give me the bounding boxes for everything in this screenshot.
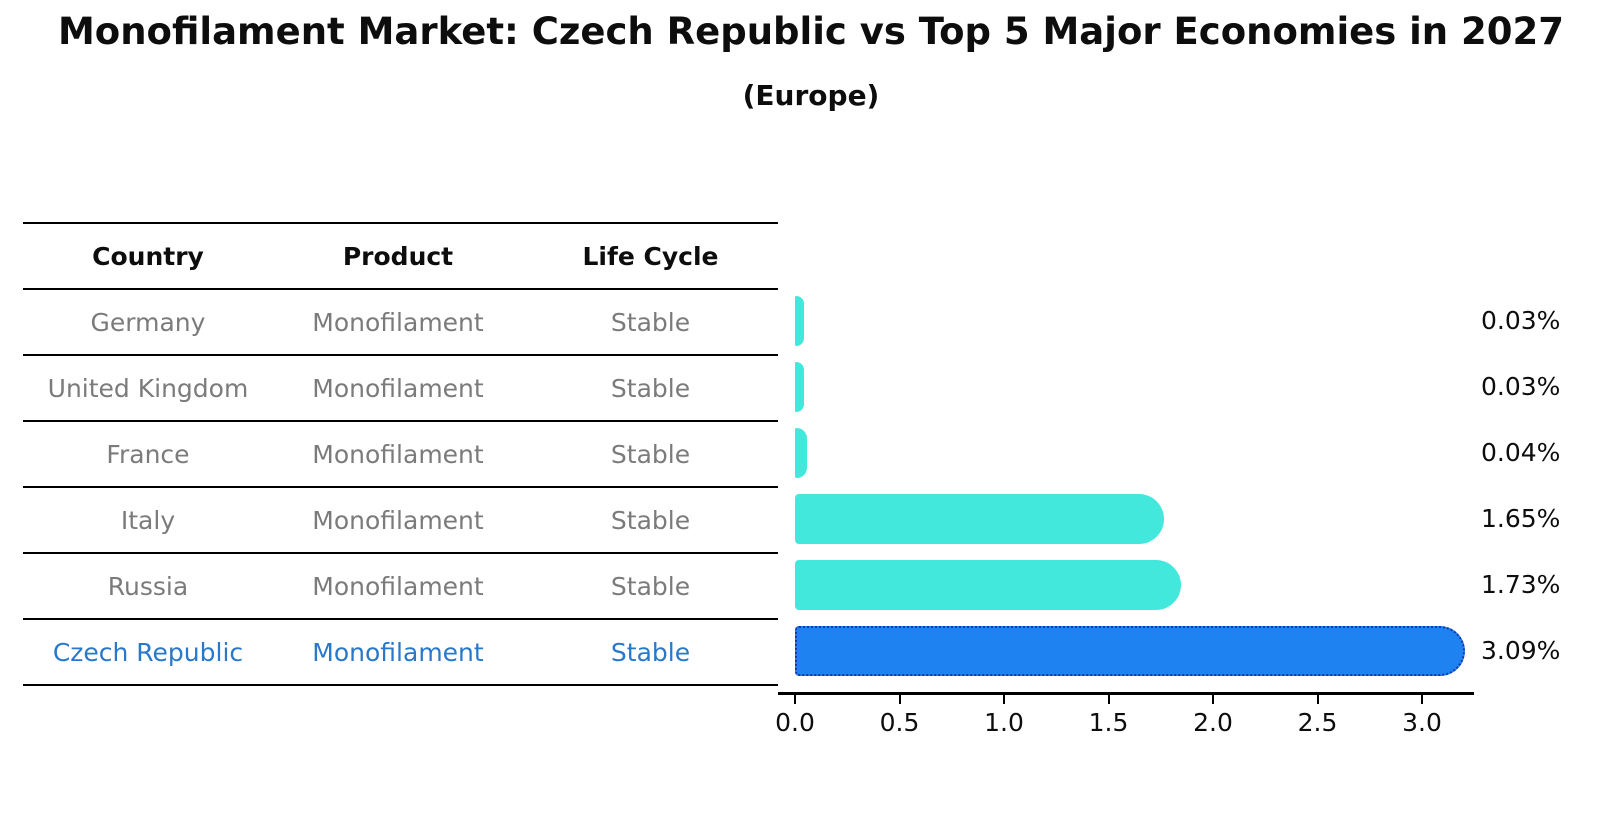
cell-country: Germany: [90, 307, 206, 337]
value-label: 0.03%: [1481, 372, 1561, 401]
table-row: France Monofilament Stable: [23, 422, 778, 488]
bar-czech-republic: [795, 626, 1465, 676]
table-row: Germany Monofilament Stable: [23, 290, 778, 356]
value-label: 0.03%: [1481, 306, 1561, 335]
cell-country: France: [106, 439, 190, 469]
cell-life-cycle: Stable: [610, 307, 691, 337]
cell-product: Monofilament: [312, 307, 484, 337]
bar-row: [795, 618, 1495, 684]
cell-product: Monofilament: [312, 571, 484, 601]
value-label: 1.65%: [1481, 504, 1561, 533]
cell-life-cycle: Stable: [610, 571, 691, 601]
cell-country: Russia: [107, 571, 189, 601]
bar-row: [795, 486, 1495, 552]
column-header-life-cycle: Life Cycle: [582, 241, 719, 271]
x-tick-label: 2.0: [1193, 708, 1233, 737]
cell-product: Monofilament: [312, 637, 484, 667]
column-header-product: Product: [342, 241, 454, 271]
x-tick-mark: [898, 695, 901, 704]
cell-country: Czech Republic: [52, 637, 244, 667]
table-header-row: Country Product Life Cycle: [23, 224, 778, 290]
x-tick-mark: [1003, 695, 1005, 704]
bar-france: [795, 428, 807, 478]
x-tick-mark: [794, 695, 796, 704]
cell-life-cycle: Stable: [610, 439, 691, 469]
table-row: Italy Monofilament Stable: [23, 488, 778, 554]
column-header-country: Country: [92, 241, 204, 271]
bar-row: [795, 552, 1495, 618]
cell-life-cycle: Stable: [610, 637, 691, 667]
value-label-column: 0.03% 0.03% 0.04% 1.65% 1.73% 3.09%: [1481, 288, 1560, 684]
cell-product: Monofilament: [312, 373, 484, 403]
x-tick-mark: [1316, 695, 1319, 704]
x-tick-label: 1.0: [984, 708, 1024, 737]
cell-product: Monofilament: [312, 505, 484, 535]
bar-russia: [795, 560, 1181, 610]
cell-product: Monofilament: [312, 439, 484, 469]
table-row-highlighted: Czech Republic Monofilament Stable: [23, 620, 778, 686]
cell-life-cycle: Stable: [610, 373, 691, 403]
bar-plot-area: [795, 288, 1495, 684]
chart-subtitle: (Europe): [742, 79, 880, 112]
x-tick-label: 0.0: [775, 708, 815, 737]
x-tick-label: 2.5: [1297, 708, 1338, 737]
country-table: Country Product Life Cycle Germany Monof…: [23, 222, 778, 686]
table-row: Russia Monofilament Stable: [23, 554, 778, 620]
value-label: 3.09%: [1481, 636, 1561, 665]
x-tick-label: 3.0: [1402, 708, 1442, 737]
value-label: 0.04%: [1481, 438, 1561, 467]
cell-country: Italy: [120, 505, 176, 535]
x-tick-label: 1.5: [1088, 708, 1129, 737]
table-row: United Kingdom Monofilament Stable: [23, 356, 778, 422]
x-tick-mark: [1421, 695, 1423, 704]
x-axis-line: [778, 692, 1474, 695]
bar-italy: [795, 494, 1164, 544]
bar-row: [795, 420, 1495, 486]
cell-life-cycle: Stable: [610, 505, 691, 535]
bar-row: [795, 354, 1495, 420]
bar-germany: [795, 296, 804, 346]
bar-row: [795, 288, 1495, 354]
value-label: 1.73%: [1481, 570, 1561, 599]
chart-title: Monofilament Market: Czech Republic vs T…: [57, 10, 1565, 53]
x-tick-label: 0.5: [879, 708, 920, 737]
bar-united-kingdom: [795, 362, 804, 412]
x-tick-mark: [1107, 695, 1110, 704]
x-tick-mark: [1212, 695, 1214, 704]
cell-country: United Kingdom: [47, 373, 249, 403]
x-axis-ticks: 0.0 0.5 1.0 1.5 2.0 2.5 3.0: [775, 695, 1495, 750]
